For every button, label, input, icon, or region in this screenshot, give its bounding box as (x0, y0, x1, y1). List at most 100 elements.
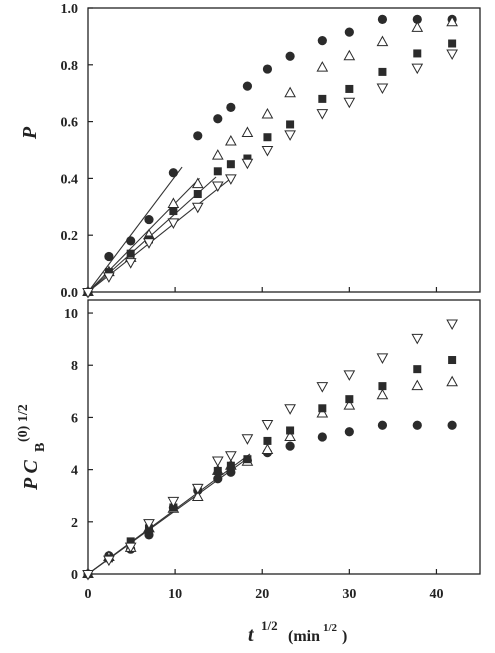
top-point-filled-square (378, 67, 387, 76)
top-point-filled-circle (412, 14, 422, 24)
bot-point-filled-circle (317, 432, 327, 442)
top-y-tick-label: 0.0 (61, 286, 79, 301)
bottom-panel-points (82, 319, 458, 581)
top-point-filled-square (226, 160, 235, 169)
top-point-filled-circle (193, 131, 203, 141)
top-point-open-triangle-down (284, 130, 296, 141)
top-point-filled-circle (262, 64, 273, 74)
bot-y-tick-label: 2 (71, 516, 78, 531)
top-y-tick-label: 0.6 (61, 116, 79, 131)
top-point-filled-square (169, 207, 178, 216)
bottom-panel-ticks: 0 2 4 6 8 10 0 10 20 30 40 (64, 307, 443, 602)
bot-point-filled-square (126, 537, 135, 546)
bot-y-tick-label: 8 (71, 359, 78, 374)
bot-point-open-triangle-down (225, 451, 237, 462)
top-panel: 0.0 0.2 0.4 0.6 0.8 1.0 P (19, 2, 481, 301)
bot-point-filled-circle (226, 467, 236, 477)
bot-point-filled-square (318, 404, 327, 413)
top-point-filled-circle (213, 114, 223, 124)
x-axis-label-unit-close: ) (342, 628, 347, 645)
bot-point-filled-square (413, 365, 422, 374)
top-series-open-triangle-up (82, 15, 458, 296)
top-point-filled-square (413, 49, 422, 58)
top-panel-points (82, 14, 458, 299)
top-point-filled-square (263, 133, 272, 142)
bot-point-filled-square (448, 356, 457, 365)
top-y-tick-label: 0.4 (61, 172, 79, 187)
bottom-panel-axes (87, 299, 481, 575)
bot-series-open-triangle-up (82, 375, 458, 578)
top-point-open-triangle-down (191, 202, 204, 214)
bot-point-filled-circle (412, 420, 422, 430)
bot-point-open-triangle-down (316, 382, 329, 393)
top-point-open-triangle-up (316, 61, 329, 72)
bot-point-open-triangle-down (411, 333, 424, 345)
bot-point-open-triangle-up (446, 375, 458, 387)
top-point-filled-circle (226, 102, 236, 112)
top-point-filled-square (213, 167, 222, 176)
top-panel-axes (87, 7, 481, 293)
bot-point-open-triangle-up (316, 406, 329, 418)
bot-point-open-triangle-down (284, 404, 296, 415)
top-y-tick-label: 0.2 (61, 229, 79, 244)
x-axis-label-sup: 1/2 (261, 618, 278, 633)
bot-point-filled-square (226, 461, 235, 470)
bot-y-tick-label: 6 (71, 411, 78, 426)
bottom-panel: 0 2 4 6 8 10 0 10 20 30 40 P C B (0) 1/2 t 1/2 (mi… (16, 299, 481, 646)
top-point-open-triangle-down (103, 272, 115, 283)
top-point-open-triangle-up (261, 107, 274, 119)
top-point-open-triangle-down (124, 258, 137, 269)
top-point-open-triangle-down (211, 181, 224, 193)
bot-point-open-triangle-up (411, 379, 424, 391)
bot-point-filled-square (263, 436, 272, 445)
top-point-filled-square (448, 39, 457, 48)
top-y-tick-label: 1.0 (61, 2, 79, 17)
bot-plot-frame (87, 299, 481, 575)
bot-point-open-triangle-down (103, 555, 115, 567)
top-point-open-triangle-up (191, 177, 204, 189)
bot-point-open-triangle-down (167, 496, 180, 508)
top-point-filled-square (286, 120, 295, 129)
top-point-open-triangle-down (241, 158, 254, 170)
bottom-y-axis-label: P C B (0) 1/2 (16, 404, 48, 491)
top-point-filled-circle (126, 236, 136, 246)
top-point-filled-circle (285, 51, 295, 61)
top-plot-frame (87, 7, 481, 293)
top-point-filled-circle (168, 168, 178, 178)
bot-point-open-triangle-down (241, 434, 254, 445)
bottom-y-axis-label-main: P C (20, 460, 42, 491)
x-axis-label-unit-sup: 1/2 (323, 622, 338, 634)
bot-point-open-triangle-up (261, 443, 274, 455)
top-point-filled-circle (242, 81, 253, 91)
x-axis-label: t 1/2 (min 1/2 ) (248, 618, 347, 646)
top-point-open-triangle-up (167, 197, 180, 208)
top-series-open-triangle-down (82, 49, 458, 299)
bot-point-filled-square (345, 395, 354, 404)
top-series-filled-circle (83, 14, 457, 297)
bot-point-filled-circle (344, 427, 354, 437)
x-axis-label-main: t (248, 624, 255, 646)
bot-point-open-triangle-down (261, 419, 274, 431)
bot-fit-line (87, 456, 251, 575)
top-point-filled-square (193, 190, 202, 199)
bottom-y-axis-label-sup: (0) 1/2 (16, 404, 31, 442)
top-point-open-triangle-down (261, 146, 274, 157)
bot-point-open-triangle-up (191, 490, 204, 502)
top-point-open-triangle-down (411, 63, 424, 75)
top-y-axis-label: P (19, 126, 41, 140)
top-point-open-triangle-down (316, 109, 329, 120)
top-point-open-triangle-down (376, 83, 389, 95)
top-point-open-triangle-down (143, 238, 155, 249)
top-point-filled-square (318, 94, 327, 103)
bot-x-tick-label: 20 (255, 587, 269, 602)
top-point-open-triangle-down (82, 288, 94, 299)
bot-point-filled-circle (377, 420, 388, 430)
top-point-filled-square (243, 154, 252, 163)
bot-point-open-triangle-down (446, 319, 458, 331)
top-point-open-triangle-down (167, 218, 180, 229)
bot-point-filled-circle (285, 441, 295, 451)
top-point-open-triangle-up (376, 35, 389, 47)
top-point-open-triangle-up (211, 149, 224, 160)
bot-point-open-triangle-down (376, 353, 389, 364)
